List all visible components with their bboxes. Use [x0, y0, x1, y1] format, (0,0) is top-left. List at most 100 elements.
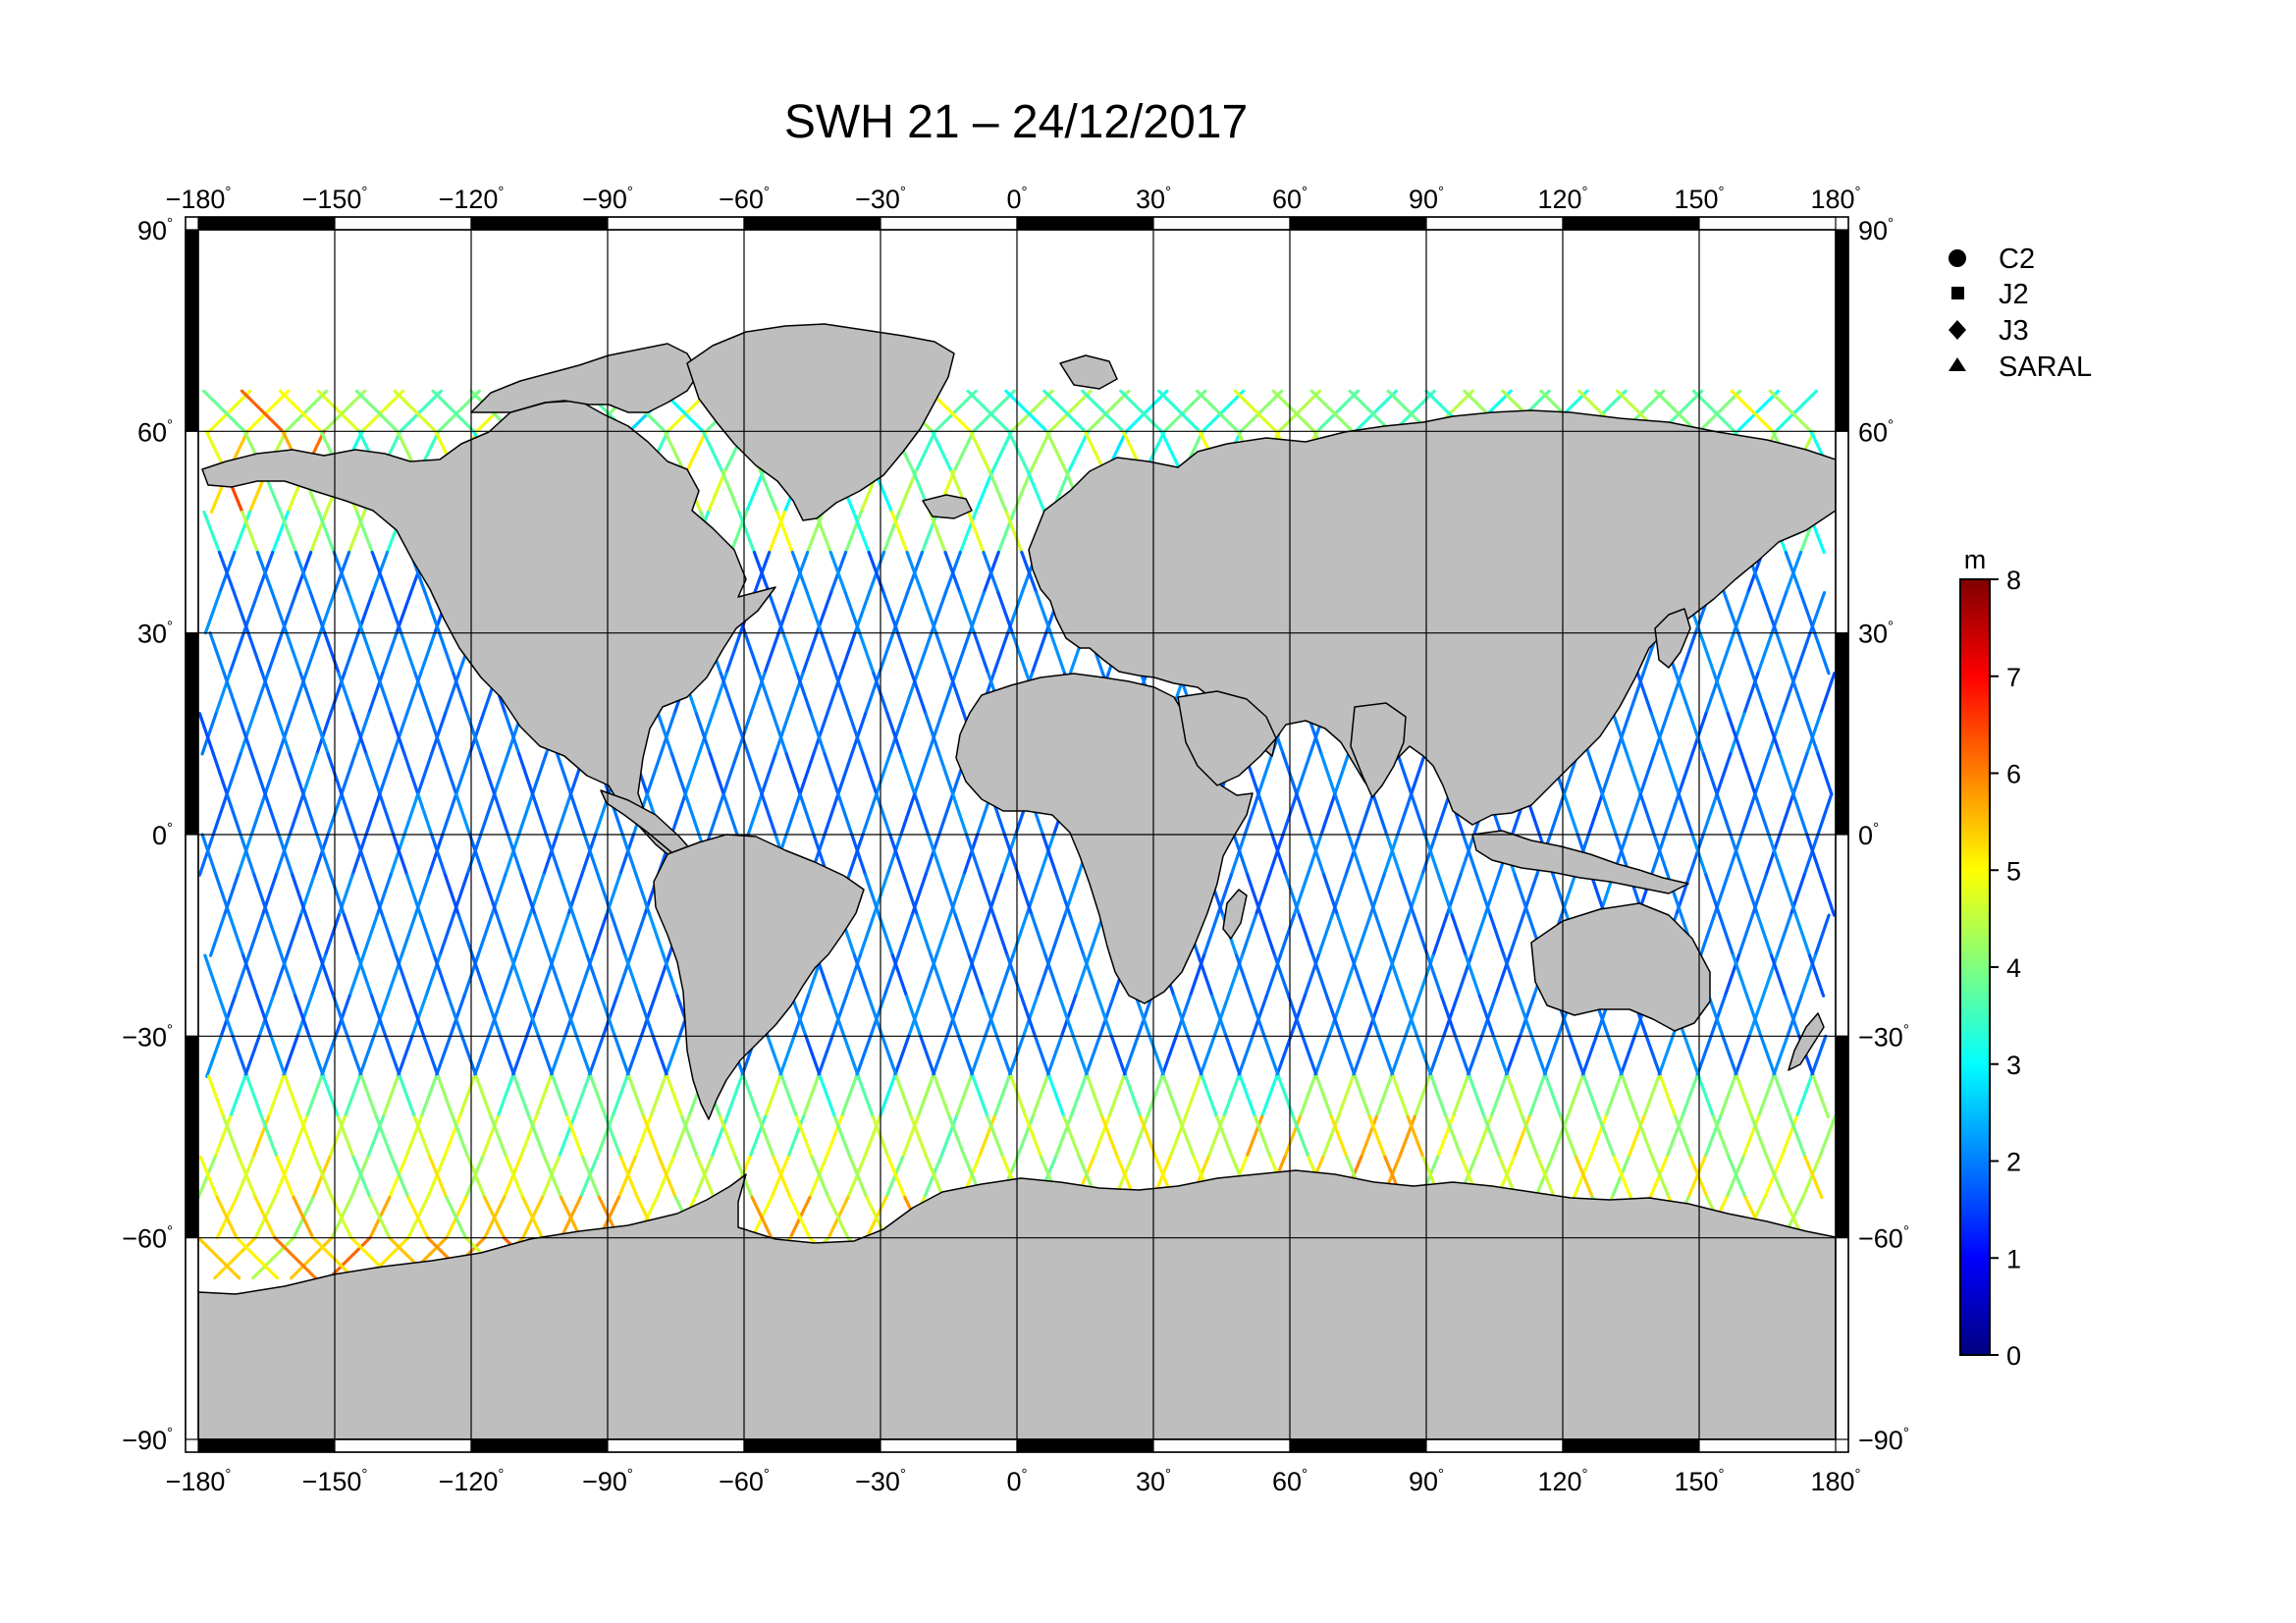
legend-label-c2: C2 — [1999, 243, 2035, 275]
frame-segment-top — [1562, 216, 1700, 231]
track-segment — [1638, 792, 1656, 837]
track-segment — [1431, 913, 1449, 957]
track-segment — [1284, 873, 1302, 917]
track-segment — [1160, 1034, 1178, 1079]
frame-segment-top — [1016, 216, 1154, 231]
lon-tick-label: −120° — [439, 184, 505, 214]
track-segment — [374, 1114, 394, 1160]
track-segment — [510, 1034, 529, 1079]
track-segment — [470, 953, 488, 998]
track-segment — [1786, 994, 1803, 1038]
track-segment — [801, 631, 819, 676]
track-segment — [257, 994, 275, 1038]
track-segment — [1818, 1114, 1836, 1160]
track-segment — [322, 389, 367, 433]
track-segment — [1768, 389, 1813, 433]
track-segment — [760, 752, 777, 796]
track-segment — [633, 1114, 653, 1160]
track-segment — [1397, 1114, 1416, 1160]
track-segment — [454, 792, 472, 837]
track-segment — [1653, 389, 1698, 433]
track-segment — [1749, 1114, 1769, 1160]
track-segment — [991, 913, 1009, 957]
track-segment — [232, 590, 250, 635]
frame-segment-bottom — [334, 1438, 472, 1453]
track-segment — [1069, 1074, 1088, 1119]
track-segment — [434, 1034, 453, 1079]
track-segment — [708, 792, 725, 837]
track-segment — [312, 833, 330, 877]
track-segment — [1429, 1074, 1448, 1119]
track-segment — [1551, 873, 1569, 917]
track-segment — [1733, 1034, 1751, 1079]
track-segment — [495, 913, 512, 957]
frame-segment-top — [607, 216, 745, 231]
track-segment — [988, 469, 1008, 514]
track-segment — [1398, 873, 1415, 917]
track-segment — [465, 833, 483, 877]
lon-tick-label: 60° — [1272, 1466, 1308, 1496]
lon-tick-label: −180° — [166, 184, 232, 214]
track-segment — [1488, 913, 1506, 957]
track-segment — [1521, 1114, 1540, 1160]
track-segment — [1415, 1034, 1433, 1079]
track-segment — [1715, 752, 1733, 796]
track-segment — [1739, 792, 1757, 837]
track-segment — [923, 1155, 943, 1200]
track-segment — [1788, 1114, 1807, 1160]
frame-segment-top — [334, 216, 472, 231]
track-segment — [211, 752, 229, 796]
track-segment — [202, 510, 222, 555]
colorbar: m 8 7 6 5 4 3 2 1 0 — [1959, 545, 2021, 1371]
track-segment — [1652, 833, 1670, 877]
track-segment — [578, 1155, 599, 1200]
track-segment — [1648, 1155, 1669, 1200]
track-segment — [347, 510, 366, 555]
track-segment — [332, 994, 349, 1038]
track-segment — [521, 1195, 544, 1240]
legend-label-j2: J2 — [1999, 279, 2029, 310]
track-segment — [1450, 913, 1468, 957]
track-segment — [380, 913, 399, 957]
track-segment — [1273, 953, 1291, 998]
track-segment — [858, 913, 876, 957]
track-segment — [710, 1114, 729, 1160]
track-segment — [1518, 994, 1536, 1038]
track-segment — [1680, 631, 1697, 676]
track-segment — [1425, 953, 1443, 998]
track-segment — [279, 510, 298, 555]
track-segment — [721, 752, 739, 796]
track-segment — [801, 1074, 821, 1119]
lat-tick-label: 30° — [1858, 619, 1894, 649]
track-segment — [981, 994, 999, 1038]
track-segment — [208, 913, 227, 957]
track-segment — [972, 389, 1016, 433]
frame-segment-left — [185, 430, 199, 634]
track-segment — [854, 1034, 873, 1079]
track-segment — [1389, 1034, 1408, 1079]
track-segment — [364, 752, 382, 796]
track-segment — [618, 1155, 640, 1200]
track-segment — [642, 1114, 662, 1160]
track-segment — [962, 833, 980, 877]
track-segment — [721, 792, 739, 837]
track-segment — [407, 994, 426, 1038]
track-segment — [1030, 631, 1048, 676]
track-segment — [518, 1114, 538, 1160]
track-segment — [784, 752, 802, 796]
track-segment — [565, 1114, 585, 1160]
track-segment — [1775, 913, 1792, 957]
track-segment — [623, 953, 641, 998]
track-segment — [659, 712, 676, 756]
track-segment — [285, 631, 302, 676]
track-segment — [249, 752, 267, 796]
track-segment — [301, 792, 319, 837]
track-segment — [784, 792, 802, 837]
track-segment — [1295, 752, 1312, 796]
track-segment — [951, 792, 969, 837]
track-segment — [1146, 1074, 1164, 1119]
track-segment — [875, 792, 892, 837]
track-segment — [304, 913, 322, 957]
track-segment — [1199, 1034, 1216, 1079]
track-segment — [1233, 389, 1278, 433]
